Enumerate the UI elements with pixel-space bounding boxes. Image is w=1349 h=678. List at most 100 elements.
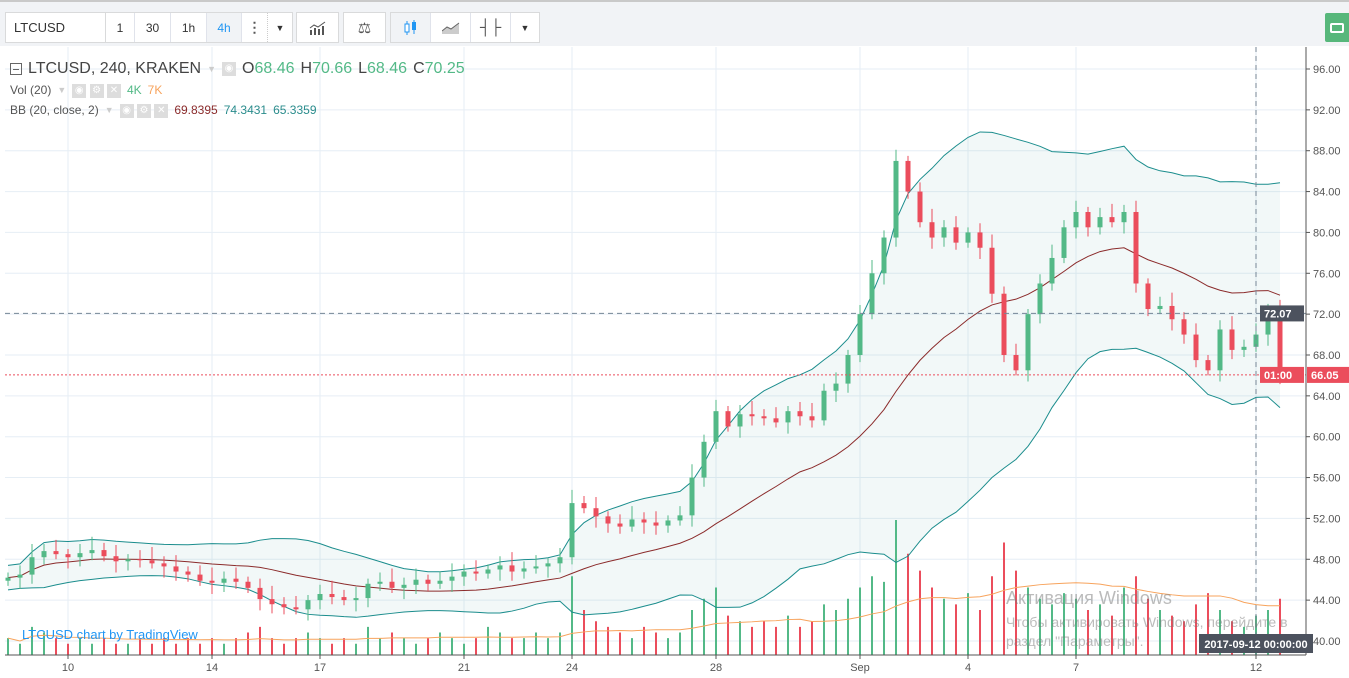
price-chart[interactable]: 40.00 44.00 48.00 52.00 56.00 60.00 64.00 68.00…	[5, 47, 1349, 678]
candle-body	[917, 191, 923, 223]
candle-body	[749, 414, 755, 417]
eye-icon[interactable]: ◉	[222, 62, 237, 76]
close-icon[interactable]: ✕	[154, 104, 169, 118]
area-chart-icon[interactable]	[431, 13, 471, 42]
volume-bar	[367, 626, 369, 655]
candle-body	[497, 565, 503, 570]
candle	[917, 182, 923, 228]
volume-bar	[607, 626, 609, 655]
chevron-down-icon[interactable]: ▼	[207, 64, 217, 74]
chevron-down-icon[interactable]: ▼	[104, 105, 114, 115]
time-tick-label: 28	[710, 662, 722, 674]
candle-body	[29, 557, 35, 575]
compare-icon[interactable]: ⚖	[357, 19, 372, 37]
volume-bar	[1219, 610, 1221, 655]
candle-body	[353, 598, 359, 601]
candle	[77, 543, 83, 567]
eye-icon[interactable]: ◉	[72, 84, 87, 98]
volume-bar	[667, 638, 669, 655]
interval-1h[interactable]: 1h	[171, 13, 207, 42]
snapshot-button[interactable]	[1325, 13, 1349, 42]
candle-body	[1049, 257, 1055, 284]
candle	[17, 565, 23, 589]
candle-body	[773, 418, 779, 423]
gear-icon[interactable]: ⚙	[89, 84, 104, 98]
candle	[713, 399, 719, 449]
candle	[269, 585, 275, 614]
candle	[989, 234, 995, 303]
candle	[509, 552, 515, 581]
price-tick-label: 44.00	[1313, 595, 1341, 607]
candle	[1085, 206, 1091, 237]
candle	[521, 561, 527, 579]
candle	[737, 405, 743, 438]
candle	[413, 568, 419, 594]
eye-icon[interactable]: ◉	[119, 104, 134, 118]
candle	[545, 558, 551, 578]
candle	[377, 572, 383, 591]
chart-area[interactable]: 40.00 44.00 48.00 52.00 56.00 60.00 64.00 68.00…	[5, 47, 1349, 678]
indicators-icon[interactable]	[297, 13, 338, 42]
volume-bar	[1051, 604, 1053, 655]
time-tick-label: 12	[1250, 662, 1262, 674]
windows-activation-watermark: Активация Windows Чтобы активировать Win…	[1006, 588, 1288, 651]
symbol-input[interactable]: LTCUSD	[14, 20, 66, 35]
candles-icon[interactable]	[391, 13, 431, 42]
camera-icon	[1330, 22, 1344, 33]
candle	[1145, 278, 1151, 317]
volume-ma-value: 7K	[147, 83, 163, 97]
symbol-search[interactable]: LTCUSD	[5, 12, 106, 43]
collapse-icon[interactable]	[10, 63, 22, 75]
close-icon[interactable]: ✕	[106, 84, 121, 98]
interval-1[interactable]: 1	[106, 13, 135, 42]
candle-body	[605, 516, 611, 524]
chevron-down-icon[interactable]: ▼	[275, 22, 285, 33]
volume-bar	[391, 632, 393, 655]
candle-body	[293, 607, 299, 610]
chevron-down-icon[interactable]: ▼	[57, 85, 67, 95]
candle	[881, 230, 887, 285]
volume-bar	[163, 638, 165, 655]
candle-body	[725, 411, 731, 427]
bars-icon[interactable]: ┤├	[471, 13, 511, 42]
candle-body	[569, 503, 575, 558]
candle-body	[701, 441, 707, 478]
volume-bar	[151, 643, 153, 655]
bb-lower-value: 65.3359	[273, 103, 317, 117]
interval-4h[interactable]: 4h	[207, 13, 242, 42]
gear-icon[interactable]: ⚙	[136, 104, 151, 118]
candle-body	[461, 571, 467, 577]
volume-bar	[451, 638, 453, 655]
volume-bar	[679, 632, 681, 655]
candle-body	[977, 232, 983, 248]
volume-bar	[1171, 615, 1173, 655]
candle-body	[1229, 329, 1235, 350]
candle-body	[269, 599, 275, 605]
candle	[809, 402, 815, 428]
candle	[341, 589, 347, 606]
candle-body	[401, 584, 407, 588]
candle	[821, 383, 827, 426]
volume-bar	[799, 626, 801, 655]
candle-body	[629, 519, 635, 527]
more-icon[interactable]: ⋮	[242, 13, 268, 42]
volume-bar	[1027, 587, 1029, 655]
candle	[1157, 296, 1163, 315]
volume-bar	[523, 638, 525, 655]
candle	[449, 563, 455, 592]
chevron-down-icon[interactable]: ▼	[520, 22, 530, 33]
candle	[5, 572, 11, 586]
candle-body	[53, 551, 59, 555]
interval-30[interactable]: 30	[135, 13, 171, 42]
tradingview-link[interactable]: LTCUSD chart by TradingView	[22, 627, 198, 642]
candle	[257, 578, 263, 611]
bb-band-fill	[8, 131, 1280, 618]
volume-bar	[1135, 576, 1137, 655]
candle-body	[413, 579, 419, 585]
candle	[905, 155, 911, 199]
candle-body	[1253, 334, 1259, 347]
volume-bar	[463, 643, 465, 655]
candle-body	[41, 551, 47, 558]
volume-bar	[859, 587, 861, 655]
candle-body	[173, 566, 179, 572]
